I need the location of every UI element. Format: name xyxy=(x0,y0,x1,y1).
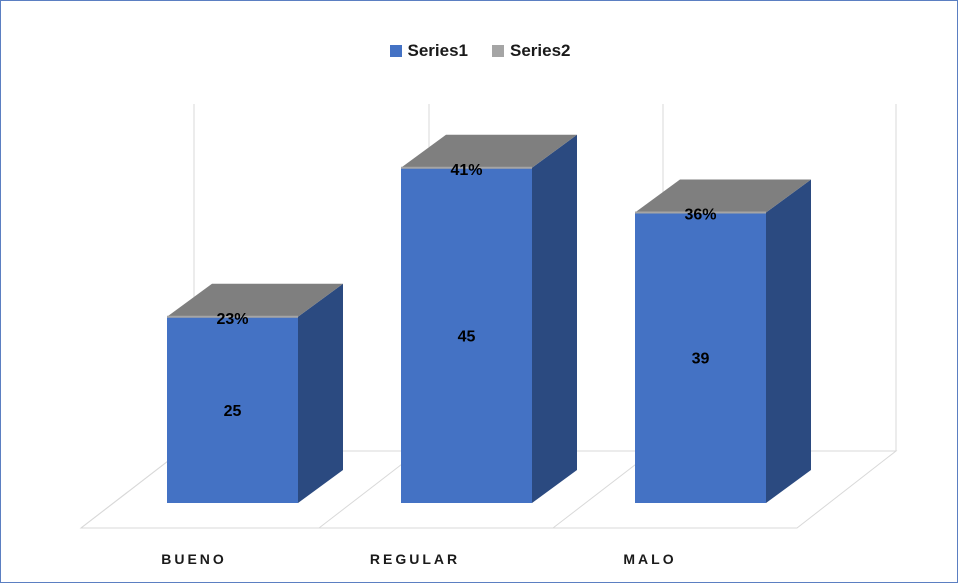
floor-divider-1 xyxy=(80,450,182,529)
percent-label-regular: 41% xyxy=(450,162,482,179)
legend-label-series2: Series2 xyxy=(510,41,571,60)
bar-front-malo xyxy=(635,212,766,503)
legend-item-series2: Series2 xyxy=(492,41,571,61)
category-label-bueno: BUENO xyxy=(161,551,227,567)
bar-side-malo xyxy=(766,179,811,503)
category-label-regular: REGULAR xyxy=(370,551,460,567)
bar-side-bueno xyxy=(298,283,343,503)
bar-top-regular xyxy=(401,134,577,168)
value-label-malo: 39 xyxy=(692,351,710,368)
value-label-bueno: 25 xyxy=(224,403,242,420)
percent-label-bueno: 23% xyxy=(216,311,248,328)
legend-item-series1: Series1 xyxy=(389,41,469,61)
bar-front-regular xyxy=(401,167,532,503)
bar-top-malo xyxy=(635,179,811,213)
bar-front-bueno xyxy=(167,316,298,503)
bar-side-regular xyxy=(532,134,577,503)
category-label-malo: MALO xyxy=(623,551,676,567)
percent-label-malo: 36% xyxy=(684,206,716,223)
bar-top-bueno xyxy=(167,283,343,317)
legend-swatch-series1 xyxy=(389,45,402,57)
value-label-regular: 45 xyxy=(458,328,476,345)
legend-swatch-series2 xyxy=(492,45,504,57)
legend-label-series1: Series1 xyxy=(407,41,469,60)
legend: Series1 Series2 xyxy=(1,41,958,61)
